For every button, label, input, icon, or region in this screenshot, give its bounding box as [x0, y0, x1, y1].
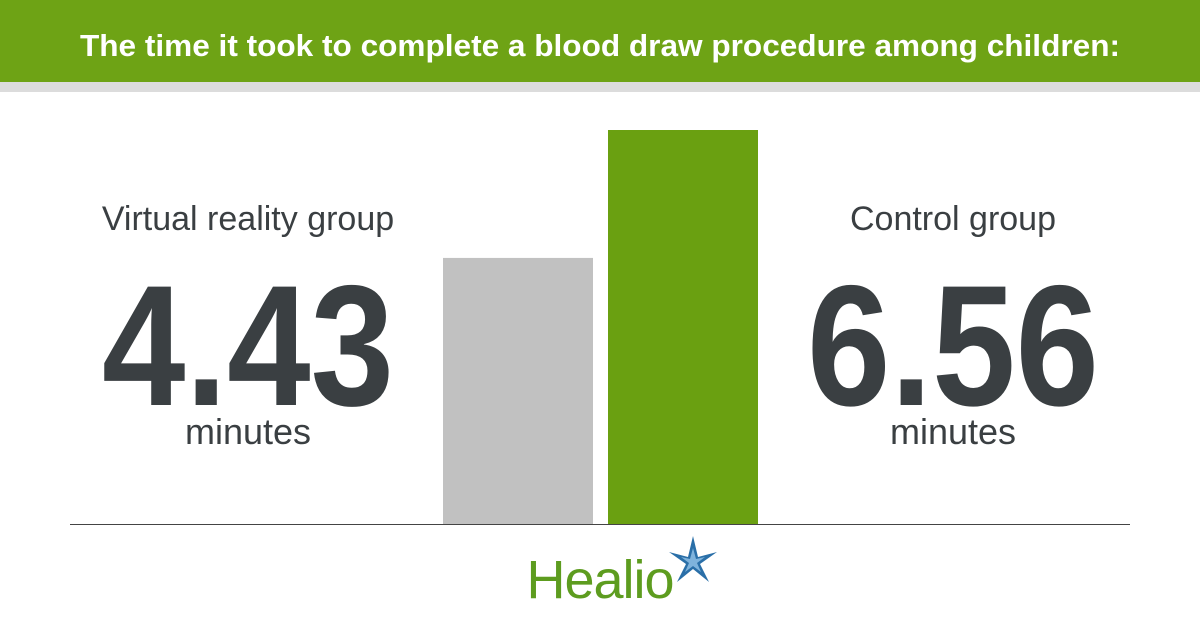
bar: [443, 257, 593, 524]
bar: [608, 130, 758, 524]
unit-label: minutes: [185, 411, 311, 452]
title-bar: [0, 0, 1200, 82]
brand-logo: Healio: [526, 550, 673, 610]
title-stripe: [0, 82, 1200, 92]
category-label: Control group: [850, 200, 1056, 238]
category-label: Virtual reality group: [102, 200, 394, 238]
value-label: 6.56: [807, 250, 1099, 442]
value-label: 4.43: [102, 250, 394, 442]
unit-label: minutes: [890, 411, 1016, 452]
chart-title: The time it took to complete a blood dra…: [80, 28, 1120, 63]
logo-star: [669, 536, 717, 582]
logo-star-inner: [681, 548, 705, 572]
